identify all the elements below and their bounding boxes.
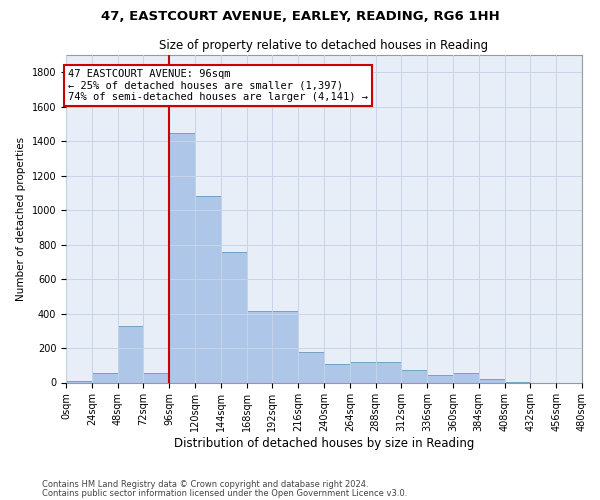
Bar xyxy=(195,196,221,382)
Bar xyxy=(350,362,376,382)
Bar xyxy=(272,311,298,382)
Bar xyxy=(298,352,324,382)
Bar xyxy=(376,362,401,382)
Bar xyxy=(169,132,195,382)
Bar xyxy=(92,373,118,382)
Title: Size of property relative to detached houses in Reading: Size of property relative to detached ho… xyxy=(160,40,488,52)
Bar xyxy=(118,326,143,382)
Bar xyxy=(453,373,479,382)
Text: 47 EASTCOURT AVENUE: 96sqm
← 25% of detached houses are smaller (1,397)
74% of s: 47 EASTCOURT AVENUE: 96sqm ← 25% of deta… xyxy=(68,69,368,102)
X-axis label: Distribution of detached houses by size in Reading: Distribution of detached houses by size … xyxy=(174,437,474,450)
Text: Contains HM Land Registry data © Crown copyright and database right 2024.: Contains HM Land Registry data © Crown c… xyxy=(42,480,368,489)
Text: Contains public sector information licensed under the Open Government Licence v3: Contains public sector information licen… xyxy=(42,488,407,498)
Bar xyxy=(66,381,92,382)
Bar xyxy=(479,379,505,382)
Bar xyxy=(427,374,453,382)
Bar xyxy=(247,311,272,382)
Text: 47, EASTCOURT AVENUE, EARLEY, READING, RG6 1HH: 47, EASTCOURT AVENUE, EARLEY, READING, R… xyxy=(101,10,499,23)
Bar xyxy=(221,252,247,382)
Bar xyxy=(401,370,427,382)
Bar xyxy=(143,373,169,382)
Y-axis label: Number of detached properties: Number of detached properties xyxy=(16,136,26,301)
Bar xyxy=(324,364,350,382)
